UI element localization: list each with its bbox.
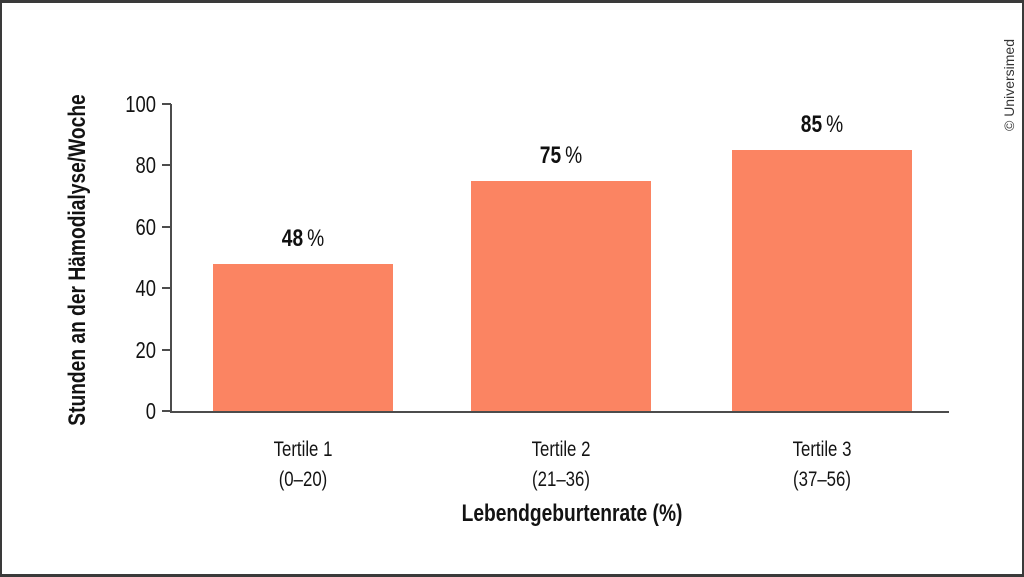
y-tick-mark xyxy=(162,164,171,167)
category-label: Tertile 2 (21–36) xyxy=(473,435,649,495)
bar-value-percent-sign: % xyxy=(307,224,325,252)
bar-value-label: 75% xyxy=(497,142,625,170)
x-axis-title: Lebendgeburtenrate (%) xyxy=(461,500,683,527)
category-label: Tertile 3 (37–56) xyxy=(734,435,910,495)
category-label-range: (37–56) xyxy=(793,468,851,491)
category-label-range: (21–36) xyxy=(532,468,590,491)
y-tick-mark xyxy=(162,410,171,412)
y-tick-label: 80 xyxy=(135,152,156,179)
bar-tertile-1 xyxy=(213,263,393,411)
bar-value-label: 85% xyxy=(758,111,886,139)
bar-tertile-2 xyxy=(471,180,651,411)
y-tick-mark xyxy=(162,225,171,228)
category-label-range: (0–20) xyxy=(278,468,328,491)
bar-value-number: 85 xyxy=(800,111,823,139)
y-tick-mark xyxy=(162,348,171,351)
category-label: Tertile 1 (0–20) xyxy=(215,435,391,495)
plot-area: 0 20 40 60 80 100 48% 75% 85% Tertile 1 (0–20) Te… xyxy=(125,91,949,491)
watermark-credit: © Universimed xyxy=(1001,38,1017,132)
y-tick-label: 40 xyxy=(135,275,156,302)
bar-value-label: 48% xyxy=(239,225,367,253)
y-tick-mark xyxy=(162,103,171,105)
y-tick-label: 20 xyxy=(135,336,156,363)
category-label-name: Tertile 2 xyxy=(531,438,591,461)
y-tick-mark xyxy=(162,287,171,290)
y-tick-label: 0 xyxy=(145,398,156,424)
y-tick-label: 100 xyxy=(125,91,156,117)
category-label-name: Tertile 3 xyxy=(792,438,852,461)
bar-value-percent-sign: % xyxy=(826,111,844,139)
bar-tertile-3 xyxy=(732,150,912,411)
category-label-name: Tertile 1 xyxy=(273,438,333,461)
bar-value-number: 75 xyxy=(539,141,562,169)
bar-value-number: 48 xyxy=(281,224,304,252)
y-axis-title: Stunden an der Hämodialyse/Woche xyxy=(64,94,91,426)
bar-value-percent-sign: % xyxy=(565,141,583,169)
y-tick-label: 60 xyxy=(135,213,156,240)
